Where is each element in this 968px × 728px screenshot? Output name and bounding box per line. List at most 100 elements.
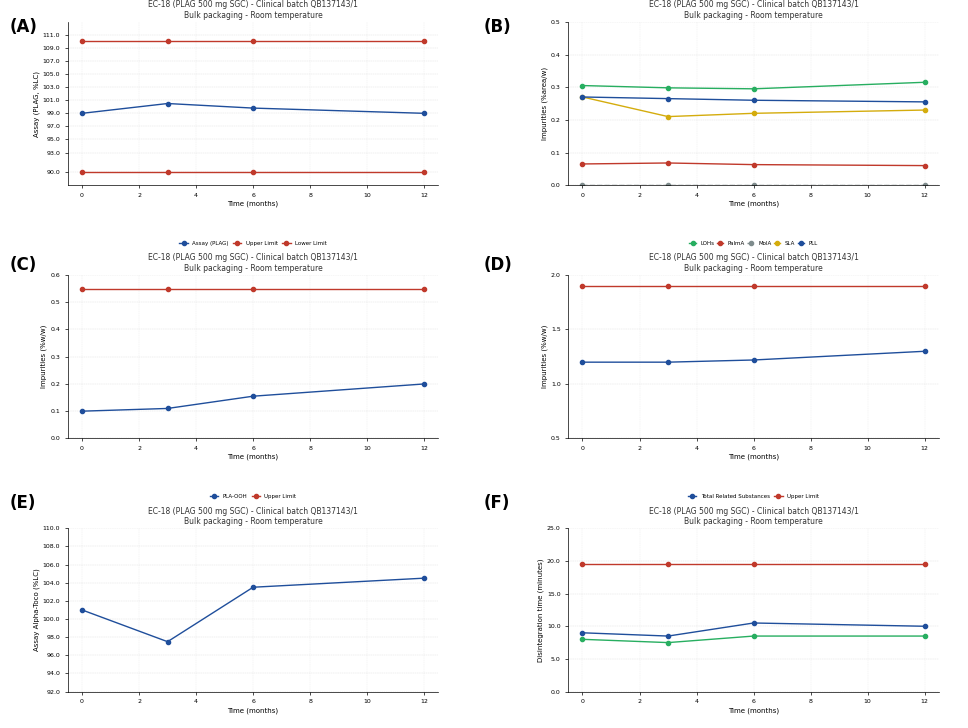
Upper Limit: [577, 282, 589, 290]
Line: Upper Limit: Upper Limit: [80, 287, 426, 290]
SLA: [577, 92, 589, 101]
Line: PLA-OOH: PLA-OOH: [80, 382, 426, 414]
Disintegration time (Mean): [748, 619, 760, 628]
PLA-OOH: [76, 407, 88, 416]
Disintegration time (Mean): [662, 632, 674, 641]
Disintegration (minutes, m): [577, 635, 589, 644]
Assay (alpha-Tocopherol): [418, 574, 430, 582]
Legend: LOHs, PalmA, MolA, SLA, PLL: LOHs, PalmA, MolA, SLA, PLL: [687, 238, 820, 248]
MolA: [748, 181, 760, 189]
PalmA: [662, 159, 674, 167]
PLL: [577, 92, 589, 101]
Line: MolA: MolA: [581, 183, 926, 187]
Upper Limit: [162, 37, 173, 46]
Text: (D): (D): [484, 256, 513, 274]
Upper Limit: [662, 560, 674, 569]
Line: Disintegration time (Mean): Disintegration time (Mean): [581, 621, 926, 638]
X-axis label: Time (months): Time (months): [728, 201, 779, 207]
Line: Lower Limit: Lower Limit: [80, 170, 426, 174]
MolA: [577, 181, 589, 189]
Title: EC-18 (PLAG 500 mg SGC) - Clinical batch QB137143/1
Bulk packaging - Room temper: EC-18 (PLAG 500 mg SGC) - Clinical batch…: [649, 0, 859, 20]
PLA-OOH: [162, 404, 173, 413]
PLA-OOH: [247, 392, 258, 400]
Line: Assay (PLAG): Assay (PLAG): [80, 101, 426, 116]
Upper Limit: [418, 37, 430, 46]
Text: (A): (A): [10, 18, 38, 36]
Lower Limit: [76, 167, 88, 176]
Upper Limit: [748, 282, 760, 290]
Y-axis label: Impurities (%area/w): Impurities (%area/w): [541, 67, 548, 140]
X-axis label: Time (months): Time (months): [227, 201, 279, 207]
Assay (PLAG): [247, 103, 258, 112]
Line: SLA: SLA: [581, 95, 926, 119]
Total Related Substances: [662, 357, 674, 366]
PalmA: [748, 160, 760, 169]
PLL: [919, 98, 930, 106]
X-axis label: Time (months): Time (months): [728, 707, 779, 713]
Legend: Assay (PLAG), Upper Limit, Lower Limit: Assay (PLAG), Upper Limit, Lower Limit: [177, 238, 329, 248]
Assay (alpha-Tocopherol): [247, 583, 258, 592]
Lower Limit: [247, 167, 258, 176]
X-axis label: Time (months): Time (months): [227, 454, 279, 460]
MolA: [662, 181, 674, 189]
Lower Limit: [162, 167, 173, 176]
Line: Upper Limit: Upper Limit: [581, 562, 926, 566]
Disintegration time (Mean): [577, 628, 589, 637]
Upper Limit: [919, 560, 930, 569]
X-axis label: Time (months): Time (months): [728, 454, 779, 460]
PLA-OOH: [418, 379, 430, 388]
X-axis label: Time (months): Time (months): [227, 707, 279, 713]
Legend: PLA-OOH, Upper Limit: PLA-OOH, Upper Limit: [207, 491, 299, 501]
Disintegration (minutes, m): [662, 638, 674, 647]
PalmA: [577, 159, 589, 168]
Total Related Substances: [577, 357, 589, 366]
LOHs: [662, 84, 674, 92]
Line: PLL: PLL: [581, 95, 926, 104]
Line: PalmA: PalmA: [581, 161, 926, 167]
SLA: [919, 106, 930, 114]
LOHs: [919, 78, 930, 87]
PLL: [748, 96, 760, 105]
Upper Limit: [247, 37, 258, 46]
Title: EC-18 (PLAG 500 mg SGC) - Clinical batch QB137143/1
Bulk packaging - Room temper: EC-18 (PLAG 500 mg SGC) - Clinical batch…: [148, 507, 358, 526]
Total Related Substances: [748, 355, 760, 364]
PLL: [662, 94, 674, 103]
Upper Limit: [577, 560, 589, 569]
Legend: Total Related Substances, Upper Limit: Total Related Substances, Upper Limit: [686, 491, 821, 501]
Total Related Substances: [919, 347, 930, 356]
Y-axis label: Disintegration time (minutes): Disintegration time (minutes): [537, 558, 544, 662]
Y-axis label: Assay Alpha-Toco (%LC): Assay Alpha-Toco (%LC): [33, 569, 40, 652]
Line: LOHs: LOHs: [581, 80, 926, 91]
Assay (PLAG): [162, 99, 173, 108]
Upper Limit: [662, 282, 674, 290]
Upper Limit: [418, 285, 430, 293]
Text: (B): (B): [484, 18, 512, 36]
Title: EC-18 (PLAG 500 mg SGC) - Clinical batch QB137143/1
Bulk packaging - Room temper: EC-18 (PLAG 500 mg SGC) - Clinical batch…: [148, 0, 358, 20]
Line: Upper Limit: Upper Limit: [80, 39, 426, 44]
Disintegration (minutes, m): [748, 632, 760, 641]
Disintegration time (Mean): [919, 622, 930, 630]
Line: Assay (alpha-Tocopherol): Assay (alpha-Tocopherol): [80, 576, 426, 644]
Line: Upper Limit: Upper Limit: [581, 284, 926, 288]
Assay (alpha-Tocopherol): [162, 637, 173, 646]
Upper Limit: [162, 285, 173, 293]
Assay (alpha-Tocopherol): [76, 606, 88, 614]
Lower Limit: [418, 167, 430, 176]
Upper Limit: [76, 37, 88, 46]
Title: EC-18 (PLAG 500 mg SGC) - Clinical batch QB137143/1
Bulk packaging - Room temper: EC-18 (PLAG 500 mg SGC) - Clinical batch…: [649, 253, 859, 273]
Text: (E): (E): [10, 494, 36, 512]
Title: EC-18 (PLAG 500 mg SGC) - Clinical batch QB137143/1
Bulk packaging - Room temper: EC-18 (PLAG 500 mg SGC) - Clinical batch…: [649, 507, 859, 526]
Upper Limit: [919, 282, 930, 290]
PalmA: [919, 161, 930, 170]
Line: Disintegration (minutes, m): Disintegration (minutes, m): [581, 634, 926, 645]
Upper Limit: [748, 560, 760, 569]
SLA: [662, 112, 674, 121]
Title: EC-18 (PLAG 500 mg SGC) - Clinical batch QB137143/1
Bulk packaging - Room temper: EC-18 (PLAG 500 mg SGC) - Clinical batch…: [148, 253, 358, 273]
Text: (F): (F): [484, 494, 510, 512]
Upper Limit: [76, 285, 88, 293]
Y-axis label: Impurities (%w/w): Impurities (%w/w): [41, 325, 47, 389]
Text: (C): (C): [10, 256, 37, 274]
Y-axis label: Assay (PLAG, %LC): Assay (PLAG, %LC): [33, 71, 40, 137]
LOHs: [748, 84, 760, 93]
MolA: [919, 181, 930, 189]
